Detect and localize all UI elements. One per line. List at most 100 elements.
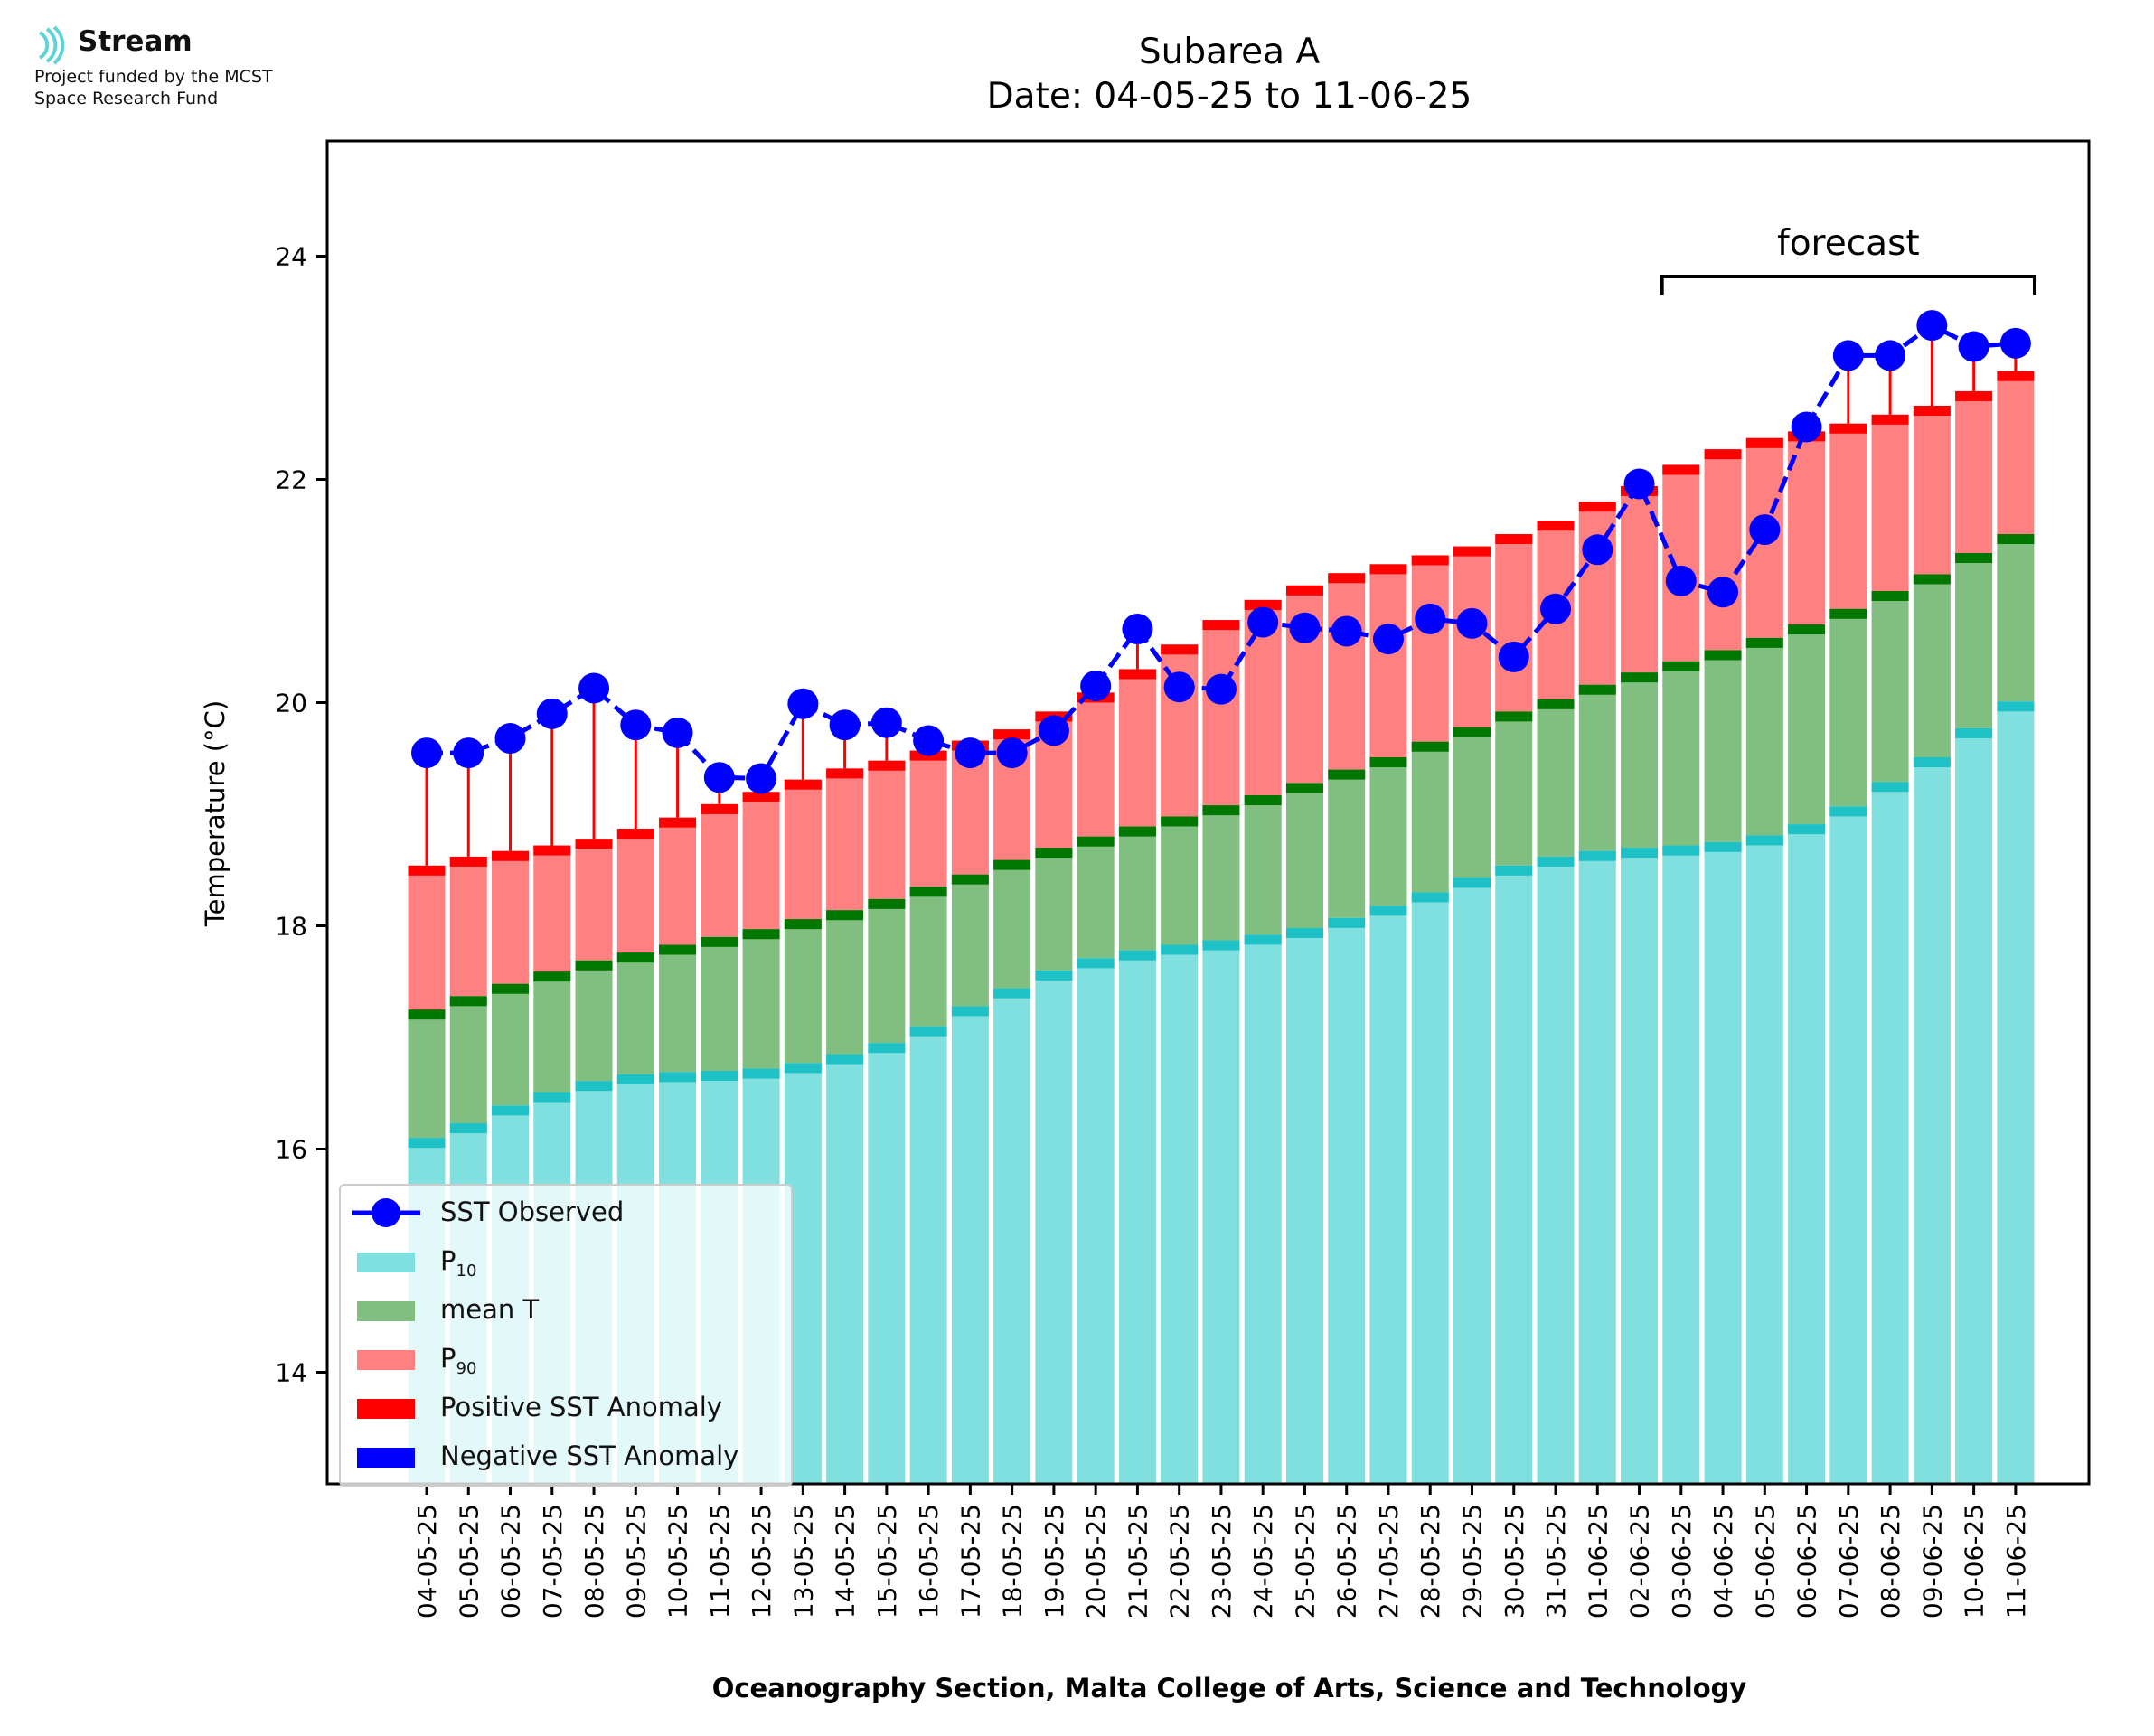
mean-cap <box>659 944 697 955</box>
p10-bar <box>1788 824 1826 1484</box>
mean-cap <box>1035 848 1073 859</box>
mean-bar <box>616 952 654 1074</box>
x-tick-label: 27-05-25 <box>1374 1504 1404 1619</box>
p10-bar <box>1202 940 1240 1484</box>
mean-cap <box>616 952 654 963</box>
mean-cap <box>1411 741 1449 752</box>
mean-cap <box>533 971 571 982</box>
x-tick-label: 09-05-25 <box>621 1504 651 1619</box>
p10-cap <box>1285 927 1323 938</box>
sst-observed-line <box>427 323 2017 782</box>
mean-cap <box>701 936 738 947</box>
p90-bar <box>868 760 906 899</box>
p10-bar <box>1829 806 1867 1484</box>
mean-cap <box>449 996 487 1007</box>
p10-cap <box>1495 865 1533 876</box>
p10-bar <box>1161 944 1199 1484</box>
p10-bar <box>1913 757 1951 1484</box>
p90-cap <box>701 803 738 814</box>
x-tick-label: 21-05-25 <box>1123 1504 1152 1619</box>
mean-cap <box>408 1009 446 1020</box>
x-tick-label: 04-05-25 <box>412 1504 442 1619</box>
x-tick-label: 10-05-25 <box>663 1504 693 1619</box>
p90-cap <box>784 779 822 790</box>
legend-item: P90 <box>341 1336 791 1381</box>
p90-cap <box>1662 464 1700 475</box>
forecast-label: forecast <box>1777 223 1920 264</box>
p10-cap <box>1829 806 1867 817</box>
p10-bar <box>1411 892 1449 1484</box>
p90-bar <box>701 803 738 937</box>
p10-cap <box>1788 824 1826 835</box>
funding-line-2: Space Research Fund <box>34 89 219 108</box>
p10-bar <box>1369 906 1407 1484</box>
sst-observed-point <box>1080 670 1112 701</box>
p10-bar <box>1537 856 1575 1484</box>
y-tick-label: 20 <box>275 689 307 718</box>
legend-patch <box>357 1399 415 1419</box>
mean-cap <box>951 874 989 885</box>
mean-cap <box>1871 591 1909 601</box>
mean-cap <box>1495 711 1533 722</box>
mean-cap <box>993 859 1031 870</box>
sst-observed-point <box>1749 514 1781 546</box>
mean-bar <box>449 996 487 1124</box>
forecast-bracket-line <box>1660 275 2037 295</box>
mean-bar <box>1871 591 1909 783</box>
p10-cap <box>1077 958 1115 969</box>
x-tick-label: 20-05-25 <box>1081 1504 1111 1619</box>
sst-observed-point <box>1163 671 1195 703</box>
mean-bar <box>1453 727 1491 878</box>
x-tick-label: 18-05-25 <box>998 1504 1028 1619</box>
mean-bar <box>1369 757 1407 906</box>
mean-bar <box>1411 741 1449 893</box>
p10-cap <box>1578 850 1616 861</box>
sst-observed-point <box>1205 673 1237 705</box>
sst-observed-layer <box>411 310 2031 794</box>
legend-patch <box>357 1253 415 1272</box>
stream-waves-icon <box>38 25 65 65</box>
p10-bar <box>1704 841 1742 1484</box>
p90-bar <box>533 845 571 972</box>
mean-cap <box>868 898 906 909</box>
sst-observed-point <box>1122 613 1153 644</box>
x-tick-label: 17-05-25 <box>955 1504 985 1619</box>
sst-observed-point <box>494 723 526 755</box>
sst-observed-point <box>1372 624 1404 655</box>
p90-cap <box>1328 573 1366 584</box>
y-tick-label: 14 <box>275 1358 307 1388</box>
mean-bar <box>1077 836 1115 959</box>
x-tick-label: 07-06-25 <box>1834 1504 1864 1619</box>
x-tick-label: 09-06-25 <box>1917 1504 1947 1619</box>
sst-observed-point <box>662 717 693 748</box>
mean-bar <box>1829 608 1867 807</box>
x-tick-label: 29-05-25 <box>1458 1504 1488 1619</box>
x-tick-label: 15-05-25 <box>872 1504 902 1619</box>
sst-observed-point <box>453 737 484 769</box>
mean-cap <box>1621 672 1659 683</box>
mean-cap <box>1285 783 1323 793</box>
sst-observed-point <box>1247 606 1279 638</box>
p10-cap <box>1745 835 1783 846</box>
p90-cap <box>1118 669 1156 680</box>
p90-bar <box>1704 449 1742 651</box>
p10-bar <box>1244 934 1282 1484</box>
p10-cap <box>868 1043 906 1054</box>
p90-bar <box>1328 573 1366 770</box>
p10-cap <box>1955 727 1993 738</box>
p90-bar <box>1077 692 1115 837</box>
sst-observed-point <box>1582 534 1613 566</box>
mean-bar <box>1035 848 1073 971</box>
x-tick-label: 22-05-25 <box>1165 1504 1195 1619</box>
sst-observed-point <box>1665 565 1697 596</box>
p90-bar <box>826 768 864 911</box>
p90-bar <box>1913 405 1951 575</box>
mean-cap <box>1788 624 1826 635</box>
sst-observed-point <box>1498 641 1529 672</box>
p90-cap <box>533 845 571 856</box>
sst-observed-point <box>1456 607 1488 639</box>
mean-cap <box>784 919 822 930</box>
chart-subtitle: Date: 04-05-25 to 11-06-25 <box>987 76 1472 117</box>
sst-observed-point <box>1791 411 1822 443</box>
